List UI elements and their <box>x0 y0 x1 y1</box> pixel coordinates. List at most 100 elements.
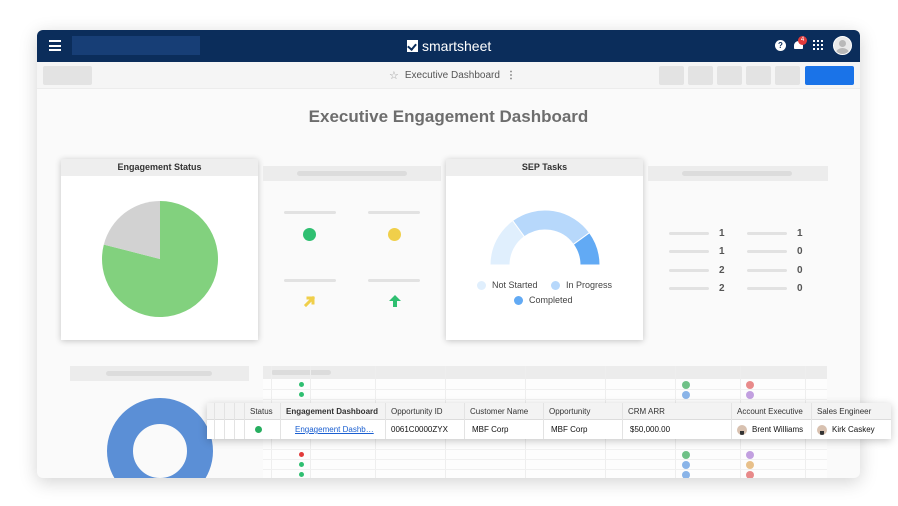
sheet-toolbar: ☆ Executive Dashboard ⋮ <box>37 62 860 89</box>
column-opportunity[interactable]: Opportunity MBF Corp <box>544 403 623 439</box>
engagement-status-pie-chart <box>102 201 219 317</box>
legend-label: Completed <box>529 295 573 305</box>
toolbar-button-3[interactable] <box>717 66 742 85</box>
contact-avatar <box>817 424 827 435</box>
placeholder-line <box>669 269 709 272</box>
top-navigation-bar: smartsheet ? 4 <box>37 30 860 62</box>
sales-engineer-name: Kirk Caskey <box>832 425 875 434</box>
legend-item-completed: Completed <box>514 295 573 305</box>
engagement-dashboard-link[interactable]: Engagement Dashb… <box>295 425 374 434</box>
table-cell[interactable] <box>245 420 280 439</box>
sheet-row-popout: Status Engagement Dashboard Engagement D… <box>207 403 891 439</box>
column-customer-name[interactable]: Customer Name MBF Corp <box>465 403 544 439</box>
column-header[interactable]: Opportunity <box>544 403 622 420</box>
toolbar-button-1[interactable] <box>659 66 684 85</box>
brand-name: smartsheet <box>422 38 492 54</box>
placeholder-bar <box>271 370 331 375</box>
row-gutter <box>207 403 215 439</box>
column-crm-arr[interactable]: CRM ARR $50,000.00 <box>623 403 732 439</box>
column-header[interactable]: CRM ARR <box>623 403 731 420</box>
widget-title: SEP Tasks <box>446 159 643 176</box>
metric-value: 0 <box>797 265 803 276</box>
status-indicator-yellow <box>388 228 401 241</box>
legend-swatch <box>477 280 486 290</box>
status-indicator-green <box>303 228 316 241</box>
row-gutter <box>225 403 235 439</box>
column-header[interactable]: Opportunity ID <box>386 403 464 420</box>
placeholder-line <box>747 232 787 235</box>
widget-title: Engagement Status <box>61 159 258 176</box>
metric-value: 1 <box>719 228 725 239</box>
placeholder-line <box>669 250 709 253</box>
app-launcher-icon[interactable] <box>813 40 823 50</box>
metric-value: 1 <box>719 246 725 257</box>
column-engagement-dashboard[interactable]: Engagement Dashboard Engagement Dashb… <box>281 403 386 439</box>
notifications-bell-icon[interactable]: 4 <box>793 36 807 51</box>
column-header[interactable]: Status <box>245 403 280 420</box>
legend-swatch <box>551 280 560 290</box>
column-status[interactable]: Status <box>245 403 281 439</box>
row-gutter <box>215 403 225 439</box>
placeholder-bar <box>682 171 792 176</box>
bottom-donut-chart <box>107 398 213 478</box>
search-box[interactable] <box>72 36 200 55</box>
column-header[interactable]: Engagement Dashboard <box>281 403 385 420</box>
table-cell[interactable]: $50,000.00 <box>630 425 671 434</box>
toolbar-button-4[interactable] <box>746 66 771 85</box>
account-executive-name: Brent Williams <box>752 425 804 434</box>
row-gutter <box>235 403 245 439</box>
contact-avatar <box>737 424 747 435</box>
pie-slice-0 <box>102 201 219 317</box>
metric-value: 0 <box>797 246 803 257</box>
legend-item-in-progress: In Progress <box>551 280 612 290</box>
sep-tasks-half-donut-chart <box>489 209 601 266</box>
grid-header <box>263 366 827 379</box>
share-button[interactable] <box>805 66 854 85</box>
metric-value: 1 <box>797 228 803 239</box>
table-cell[interactable]: 0061C0000ZYX <box>391 425 448 434</box>
table-cell[interactable]: Engagement Dashb… <box>281 420 385 439</box>
pie-slice-1 <box>103 201 160 259</box>
legend-swatch <box>514 295 523 305</box>
sheet-title: ☆ Executive Dashboard ⋮ <box>389 68 516 83</box>
table-cell[interactable]: Kirk Caskey <box>812 420 891 439</box>
legend-label: In Progress <box>566 280 613 290</box>
table-cell[interactable]: MBF Corp <box>551 425 588 434</box>
back-button[interactable] <box>43 66 92 85</box>
table-cell[interactable]: Brent Williams <box>732 420 811 439</box>
more-options-icon[interactable]: ⋮ <box>505 70 516 81</box>
placeholder-widget-header <box>263 166 441 181</box>
trend-arrow-up-icon <box>389 295 401 307</box>
user-avatar[interactable] <box>833 36 852 55</box>
placeholder-widget-header <box>70 366 249 381</box>
metric-value: 2 <box>719 265 725 276</box>
engagement-status-widget: Engagement Status <box>61 159 258 340</box>
placeholder-line <box>368 211 420 214</box>
status-dot-icon <box>255 426 262 434</box>
favorite-star-icon[interactable]: ☆ <box>389 70 399 82</box>
toolbar-button-5[interactable] <box>775 66 800 85</box>
help-icon[interactable]: ? <box>775 40 786 51</box>
legend-item-not-started: Not Started <box>477 280 538 290</box>
metric-value: 0 <box>797 283 803 294</box>
placeholder-line <box>669 232 709 235</box>
placeholder-line <box>284 211 336 214</box>
sep-tasks-widget: SEP Tasks Not Started In Progress Comple… <box>446 159 643 340</box>
placeholder-line <box>747 287 787 290</box>
column-sales-engineer[interactable]: Sales Engineer Kirk Caskey <box>812 403 891 439</box>
donut-segment-completed <box>572 231 601 266</box>
placeholder-line <box>747 269 787 272</box>
column-account-executive[interactable]: Account Executive Brent Williams <box>732 403 812 439</box>
trend-arrow-diagonal-icon <box>303 295 316 308</box>
column-opportunity-id[interactable]: Opportunity ID 0061C0000ZYX <box>386 403 465 439</box>
dashboard-title: Executive Engagement Dashboard <box>308 107 589 126</box>
menu-icon[interactable] <box>49 40 61 51</box>
table-cell[interactable]: MBF Corp <box>472 425 509 434</box>
toolbar-button-2[interactable] <box>688 66 713 85</box>
column-header[interactable]: Sales Engineer <box>812 403 891 420</box>
metric-value: 2 <box>719 283 725 294</box>
smartsheet-logo-icon <box>407 40 418 52</box>
column-header[interactable]: Customer Name <box>465 403 543 420</box>
brand-logo[interactable]: smartsheet <box>407 37 491 55</box>
column-header[interactable]: Account Executive <box>732 403 811 420</box>
